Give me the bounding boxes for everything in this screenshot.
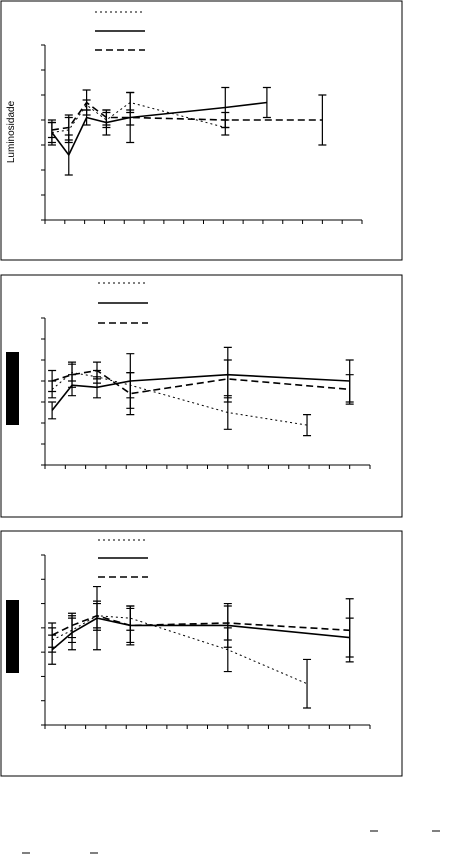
y-axis-label: Luminosidade bbox=[6, 100, 17, 163]
error-bar bbox=[82, 89, 91, 116]
error-bar bbox=[48, 401, 57, 420]
error-bar bbox=[303, 414, 312, 437]
series-line bbox=[51, 369, 350, 395]
error-bar bbox=[102, 109, 111, 126]
error-bar bbox=[345, 598, 354, 663]
bottom-marks bbox=[22, 830, 440, 854]
series-line bbox=[51, 615, 308, 685]
series-line bbox=[51, 373, 350, 411]
error-bar bbox=[68, 612, 77, 639]
label-box bbox=[6, 352, 19, 425]
error-bar bbox=[303, 658, 312, 709]
error-bar bbox=[48, 369, 57, 393]
error-bar bbox=[93, 361, 101, 380]
error-bar bbox=[223, 605, 232, 641]
error-bar bbox=[221, 111, 230, 129]
series-line bbox=[51, 614, 350, 636]
error-bar bbox=[48, 622, 57, 648]
chart-frame bbox=[0, 530, 403, 777]
error-bar bbox=[64, 114, 73, 141]
series-line bbox=[51, 101, 226, 133]
error-bar bbox=[345, 374, 354, 405]
error-bar bbox=[47, 121, 56, 139]
error-bar bbox=[223, 359, 232, 399]
series-line bbox=[51, 617, 350, 651]
error-bar bbox=[318, 94, 327, 146]
error-bar bbox=[126, 607, 135, 644]
error-bar bbox=[93, 602, 101, 629]
error-bar bbox=[68, 361, 77, 388]
chart-frame bbox=[0, 274, 403, 518]
error-bar bbox=[126, 372, 135, 416]
label-box bbox=[6, 600, 19, 673]
error-bar bbox=[126, 109, 135, 126]
error-bar bbox=[262, 86, 271, 119]
